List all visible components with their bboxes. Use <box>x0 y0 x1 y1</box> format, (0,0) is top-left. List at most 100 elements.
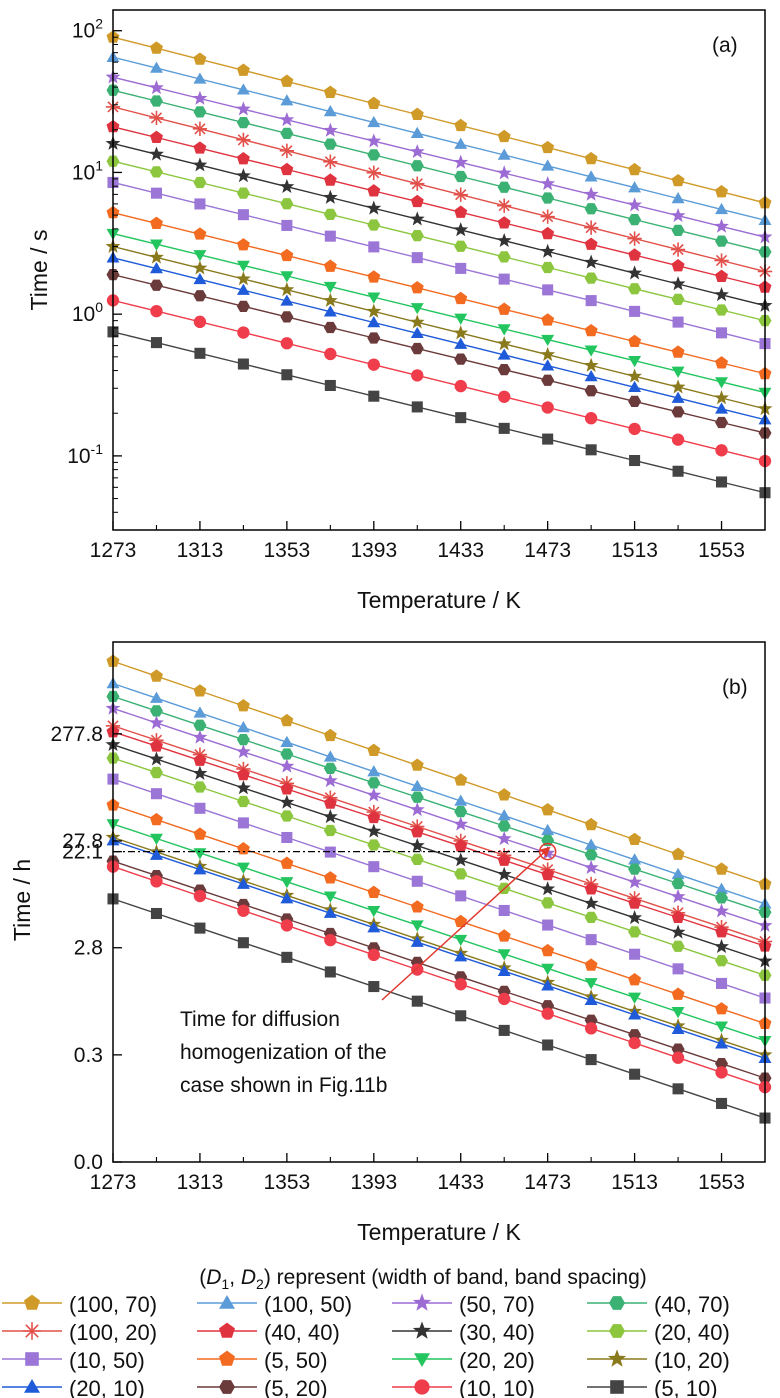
data-point <box>672 465 684 477</box>
data-point <box>670 276 686 291</box>
series-line <box>112 707 766 927</box>
data-point <box>323 208 337 220</box>
data-point <box>323 871 337 884</box>
y-tick-label: 22.1 <box>62 841 103 864</box>
data-point <box>584 170 598 182</box>
series-100-50 <box>106 50 772 225</box>
data-point <box>368 390 380 402</box>
data-point <box>715 202 729 215</box>
data-point <box>280 713 294 727</box>
data-point <box>671 987 685 1000</box>
data-point <box>368 241 380 253</box>
data-point <box>496 232 512 248</box>
legend-marker <box>25 1352 39 1366</box>
data-point <box>670 888 686 903</box>
data-point <box>150 907 162 920</box>
data-point <box>281 831 293 844</box>
series-20-10 <box>106 251 772 425</box>
data-point <box>193 227 207 240</box>
data-point <box>149 262 163 274</box>
data-point <box>236 721 250 733</box>
data-point <box>497 251 511 263</box>
data-point <box>715 1002 729 1015</box>
data-point <box>410 900 424 913</box>
data-point <box>541 897 555 909</box>
data-point <box>410 758 424 771</box>
data-point <box>628 395 642 407</box>
series-line <box>112 865 766 1088</box>
data-point <box>497 853 511 866</box>
series-line <box>112 682 766 905</box>
data-point <box>715 882 729 894</box>
data-point <box>194 198 206 210</box>
data-point <box>628 972 642 986</box>
series-line <box>112 56 766 221</box>
data-point <box>628 248 642 261</box>
data-point <box>627 265 643 280</box>
data-point <box>715 356 729 369</box>
x-tick-label: 1273 <box>90 539 137 562</box>
data-point <box>280 919 294 932</box>
legend-label: (100, 20) <box>69 1320 157 1345</box>
data-point <box>715 269 729 283</box>
series-line <box>112 106 766 273</box>
data-point <box>497 129 511 143</box>
data-point <box>584 838 598 850</box>
data-point <box>323 762 337 775</box>
legend-marker <box>414 1379 430 1395</box>
y-tick-label: 0.3 <box>74 1044 103 1067</box>
data-point <box>496 165 512 180</box>
data-point <box>367 885 381 898</box>
series-40-40 <box>106 119 772 293</box>
data-point <box>541 159 555 171</box>
data-point <box>454 118 468 132</box>
legend-label: (50, 70) <box>459 1292 535 1317</box>
data-point <box>585 934 597 946</box>
data-point <box>192 729 208 744</box>
y-tick-label: 0.0 <box>74 1151 103 1174</box>
data-point <box>236 795 250 808</box>
data-point <box>715 235 729 247</box>
series-line <box>112 860 766 1079</box>
legend-item: (40, 40) <box>197 1320 340 1345</box>
data-point <box>672 316 684 328</box>
series-line <box>112 299 766 462</box>
legend-marker <box>412 1293 432 1311</box>
series-group-b <box>105 654 773 1124</box>
series-line <box>112 836 766 1056</box>
data-point <box>584 370 598 382</box>
data-point <box>410 160 424 172</box>
data-point <box>584 993 598 1005</box>
data-point <box>671 366 685 378</box>
data-point <box>149 669 163 682</box>
data-point <box>410 126 424 139</box>
data-point <box>496 336 512 351</box>
legend-items: (100, 70) (100, 50) (50, 70) (40, 70) (100, … <box>2 1292 730 1398</box>
legend-label: (20, 20) <box>459 1348 535 1373</box>
data-point <box>367 219 381 231</box>
data-point <box>453 222 469 237</box>
data-point <box>627 368 643 383</box>
data-point <box>497 216 511 229</box>
data-point <box>454 773 468 786</box>
legend-item: (100, 70) <box>2 1292 157 1317</box>
data-point <box>149 239 163 251</box>
data-point <box>540 243 556 258</box>
data-point <box>237 209 249 221</box>
data-point <box>323 728 337 742</box>
series-line <box>112 823 766 1042</box>
data-point <box>368 981 380 993</box>
data-point <box>366 165 381 180</box>
y-tick-label: 10-1 <box>67 441 103 468</box>
data-point <box>716 977 728 989</box>
data-point <box>628 832 642 846</box>
data-point <box>497 788 511 801</box>
data-point <box>715 862 729 875</box>
data-point <box>671 1022 685 1034</box>
series-line <box>112 89 766 253</box>
data-point <box>541 359 555 371</box>
y-ticks-b: 0.0 0.3 2.8 22.127.8 277.8 <box>50 723 122 1174</box>
data-point <box>281 951 293 963</box>
data-point <box>540 881 556 896</box>
data-point <box>455 1010 467 1022</box>
